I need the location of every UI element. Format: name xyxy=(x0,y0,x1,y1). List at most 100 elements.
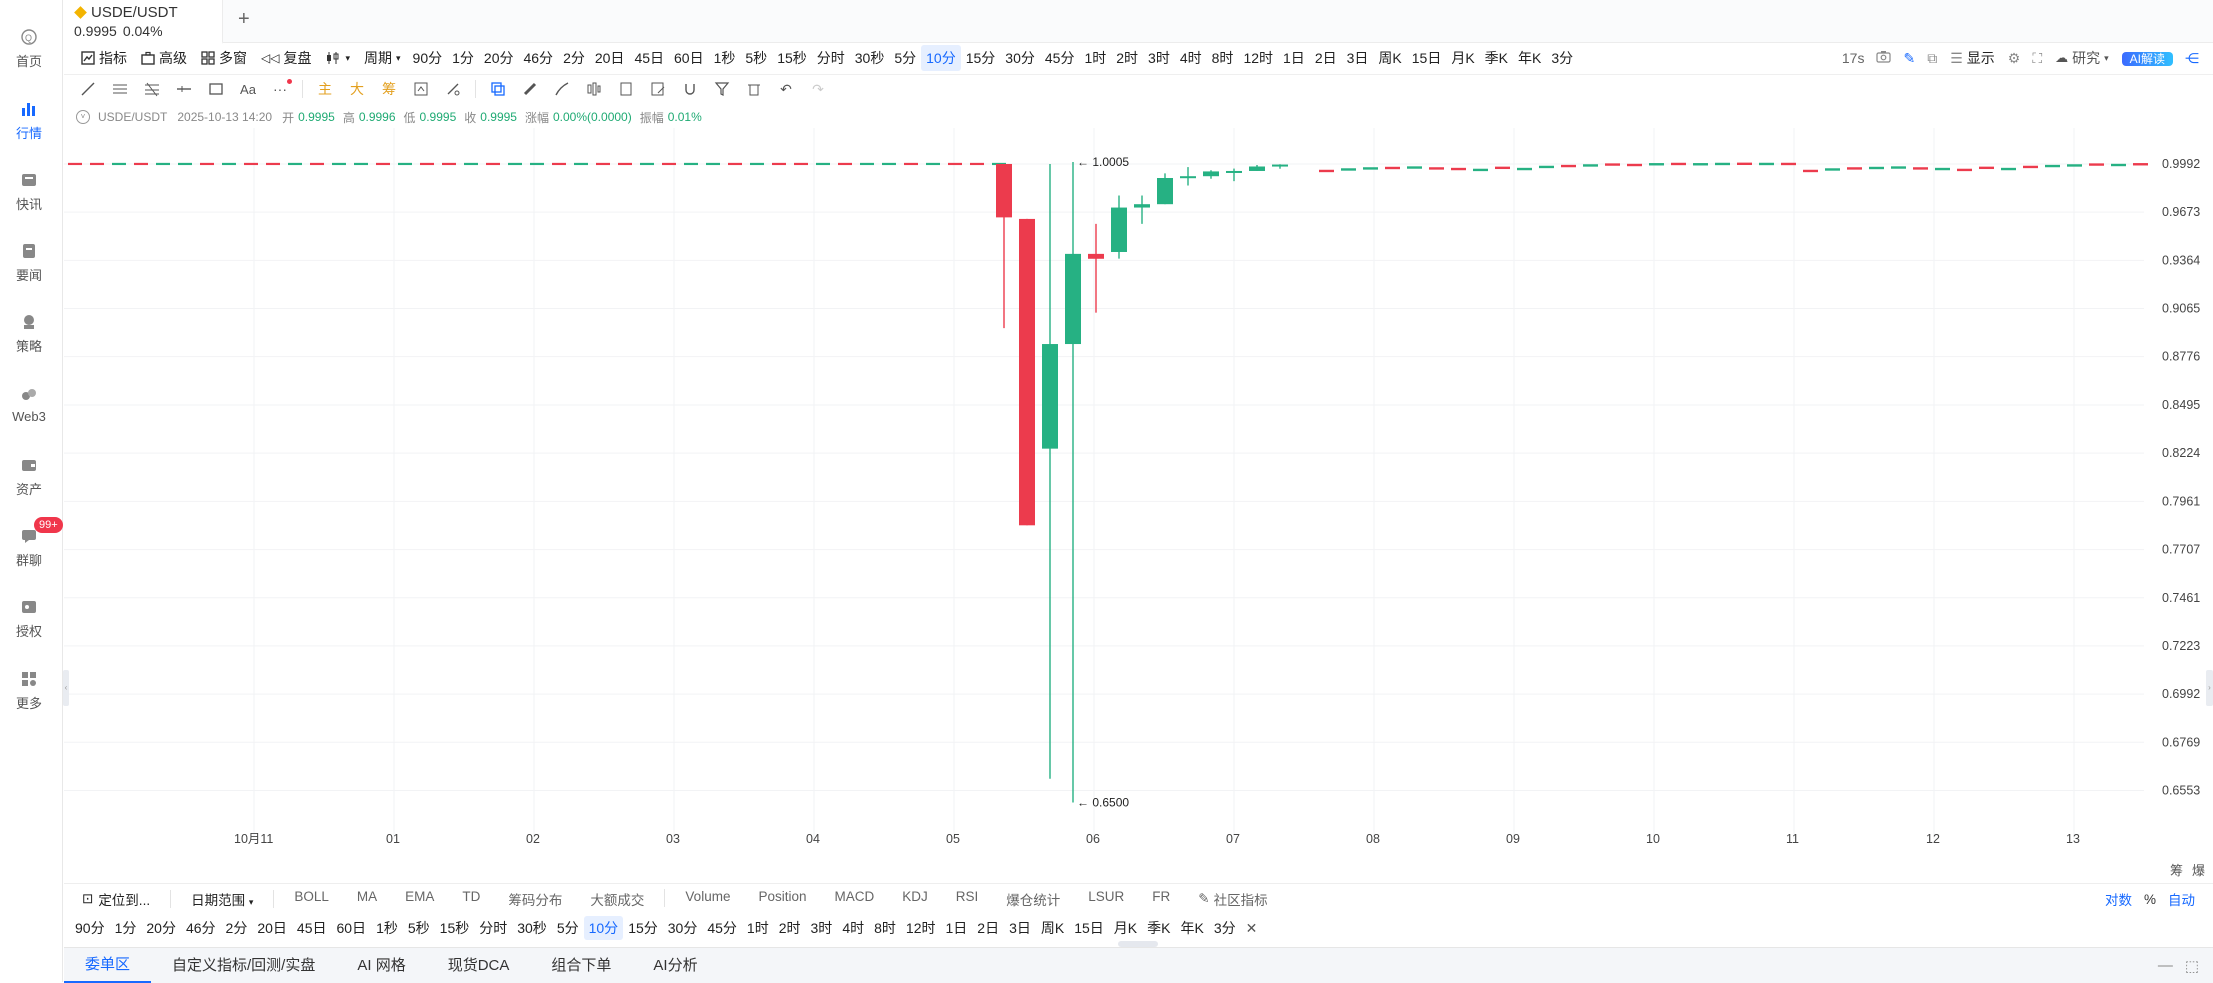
period-option[interactable]: 15日 xyxy=(1411,50,1442,66)
bottom-period-option[interactable]: 20日 xyxy=(257,920,287,936)
bottom-period-option[interactable]: 周K xyxy=(1040,920,1065,936)
multi-window-button[interactable]: 多窗 xyxy=(194,45,254,71)
bottom-tab[interactable]: 自定义指标/回测/实盘 xyxy=(172,957,316,974)
ai-interpret-button[interactable]: AI解读 xyxy=(2116,45,2179,71)
compare-icon[interactable] xyxy=(405,76,437,102)
bottom-tab[interactable]: AI分析 xyxy=(653,957,698,974)
period-option[interactable]: 分时 xyxy=(816,50,845,66)
nav-item-market[interactable]: 行情 xyxy=(0,92,58,150)
period-option[interactable]: 45分 xyxy=(1044,50,1075,66)
nav-item-web3[interactable]: Web3 xyxy=(0,376,58,434)
indicator-option[interactable]: MACD xyxy=(834,889,875,904)
note-icon[interactable] xyxy=(610,76,642,102)
bottom-period-option[interactable]: 季K xyxy=(1147,920,1171,936)
indicator-option[interactable]: 大额成交 xyxy=(590,893,645,908)
indicator-option[interactable]: 爆仓统计 xyxy=(1006,893,1061,908)
horizontal-lines-tool-icon[interactable] xyxy=(104,76,136,102)
resize-handle[interactable] xyxy=(1118,941,1158,947)
period-option[interactable]: 1分 xyxy=(452,50,474,66)
bottom-period-option[interactable]: 1日 xyxy=(945,920,968,936)
tab-usde-usdt[interactable]: USDE/USDT 0.9995 0.04% xyxy=(64,0,223,44)
fibonacci-tool-icon[interactable] xyxy=(136,76,168,102)
settings-gear-icon[interactable]: ⚙ xyxy=(2007,50,2021,66)
trash-icon[interactable] xyxy=(738,76,770,102)
copy-icon[interactable] xyxy=(482,76,514,102)
pencil-icon[interactable]: ✎ xyxy=(1903,50,1916,66)
period-option[interactable]: 20日 xyxy=(594,50,625,66)
indicator-option[interactable]: 筹码分布 xyxy=(508,893,563,908)
period-option[interactable]: 90分 xyxy=(412,50,443,66)
period-option[interactable]: 10分 xyxy=(921,45,961,71)
bottom-period-option[interactable]: 3时 xyxy=(810,920,833,936)
log-scale-toggle[interactable]: 对数 xyxy=(2104,893,2132,908)
filter-icon[interactable] xyxy=(706,76,738,102)
period-option[interactable]: 1时 xyxy=(1084,50,1107,66)
liquidation-toggle[interactable]: 爆 xyxy=(2192,863,2206,878)
nav-item-authorize[interactable]: 授权 xyxy=(0,590,58,648)
nav-item-home[interactable]: Q 首页 xyxy=(0,20,58,78)
bottom-period-option[interactable]: 45分 xyxy=(707,920,737,936)
bottom-period-option[interactable]: 3分 xyxy=(1213,920,1236,936)
bottom-period-option[interactable]: 46分 xyxy=(185,920,216,936)
left-panel-toggle[interactable]: ‹ xyxy=(63,670,69,706)
undo-icon[interactable]: ↶ xyxy=(780,80,792,97)
bottom-tab[interactable]: 委单区 xyxy=(64,948,152,983)
period-option[interactable]: 3分 xyxy=(1551,50,1574,66)
bottom-period-option[interactable]: 1时 xyxy=(746,920,769,936)
indicator-option[interactable]: Volume xyxy=(685,889,731,904)
bottom-period-option[interactable]: 20分 xyxy=(146,920,176,936)
period-option[interactable]: 1日 xyxy=(1283,50,1305,66)
period-option[interactable]: 年K xyxy=(1518,50,1542,66)
indicator-option[interactable]: RSI xyxy=(955,889,979,904)
trendline-tool-icon[interactable] xyxy=(72,76,104,102)
indicator-option[interactable]: Position xyxy=(758,889,807,904)
minimize-icon[interactable]: — xyxy=(2157,957,2173,974)
bottom-period-option[interactable]: 2时 xyxy=(778,920,801,936)
period-option[interactable]: 20分 xyxy=(483,50,514,66)
bottom-period-option[interactable]: 2分 xyxy=(225,920,248,936)
bottom-period-option[interactable]: 2日 xyxy=(977,920,1000,936)
indicator-option[interactable]: LSUR xyxy=(1088,889,1125,904)
period-option[interactable]: 5分 xyxy=(894,50,917,66)
period-option[interactable]: 12时 xyxy=(1243,50,1274,66)
nav-item-chat[interactable]: 群聊 99+ xyxy=(0,517,63,577)
chip-button[interactable]: 筹 xyxy=(382,81,396,97)
bottom-period-option[interactable]: 15日 xyxy=(1074,920,1104,936)
text-tool-icon[interactable]: Aa xyxy=(240,81,256,97)
expand-window-icon[interactable]: ⧉ xyxy=(1927,50,1938,66)
horizontal-ray-tool-icon[interactable] xyxy=(168,76,200,102)
bottom-period-option[interactable]: 60日 xyxy=(336,920,367,936)
bottom-period-option[interactable]: 90分 xyxy=(75,920,105,936)
bottom-tab[interactable]: 组合下单 xyxy=(551,957,612,974)
redo-icon[interactable]: ↷ xyxy=(812,80,824,97)
period-option[interactable]: 4时 xyxy=(1179,50,1202,66)
bottom-tab[interactable]: AI 网格 xyxy=(357,957,406,974)
indicator-option[interactable]: MA xyxy=(356,889,378,904)
period-option[interactable]: 周K xyxy=(1378,50,1402,66)
period-option[interactable]: 45日 xyxy=(634,50,665,66)
camera-icon[interactable] xyxy=(1870,45,1897,71)
bottom-period-option[interactable]: 3日 xyxy=(1009,920,1031,936)
period-option[interactable]: 月K xyxy=(1451,50,1475,66)
nav-item-more[interactable]: 更多 xyxy=(0,662,58,720)
share-icon[interactable]: ⋲ xyxy=(2185,50,2199,66)
collapse-chevron-icon[interactable]: ˅ xyxy=(76,110,90,124)
bottom-period-option[interactable]: 10分 xyxy=(583,916,624,940)
pattern-icon[interactable] xyxy=(578,76,610,102)
indicator-option[interactable]: TD xyxy=(462,889,481,904)
right-panel-toggle[interactable]: › xyxy=(2206,670,2213,706)
ruler-icon[interactable] xyxy=(514,76,546,102)
period-option[interactable]: 15分 xyxy=(965,50,996,66)
nav-item-wallet[interactable]: 资产 xyxy=(0,448,58,506)
bottom-period-option[interactable]: 年K xyxy=(1180,920,1204,936)
big-order-button[interactable]: 大 xyxy=(350,81,364,97)
bottom-tab[interactable]: 现货DCA xyxy=(447,957,510,974)
period-option[interactable]: 8时 xyxy=(1211,50,1234,66)
period-option[interactable]: 1秒 xyxy=(713,50,736,66)
bottom-period-option[interactable]: 15分 xyxy=(628,920,658,936)
chip-distribution-toggle[interactable]: 筹 xyxy=(2170,863,2184,878)
period-option[interactable]: 15秒 xyxy=(777,50,807,66)
bottom-period-option[interactable]: 45日 xyxy=(296,920,327,936)
period-option[interactable]: 60日 xyxy=(674,50,704,66)
fullscreen-icon[interactable]: ⛶ xyxy=(2032,50,2043,66)
